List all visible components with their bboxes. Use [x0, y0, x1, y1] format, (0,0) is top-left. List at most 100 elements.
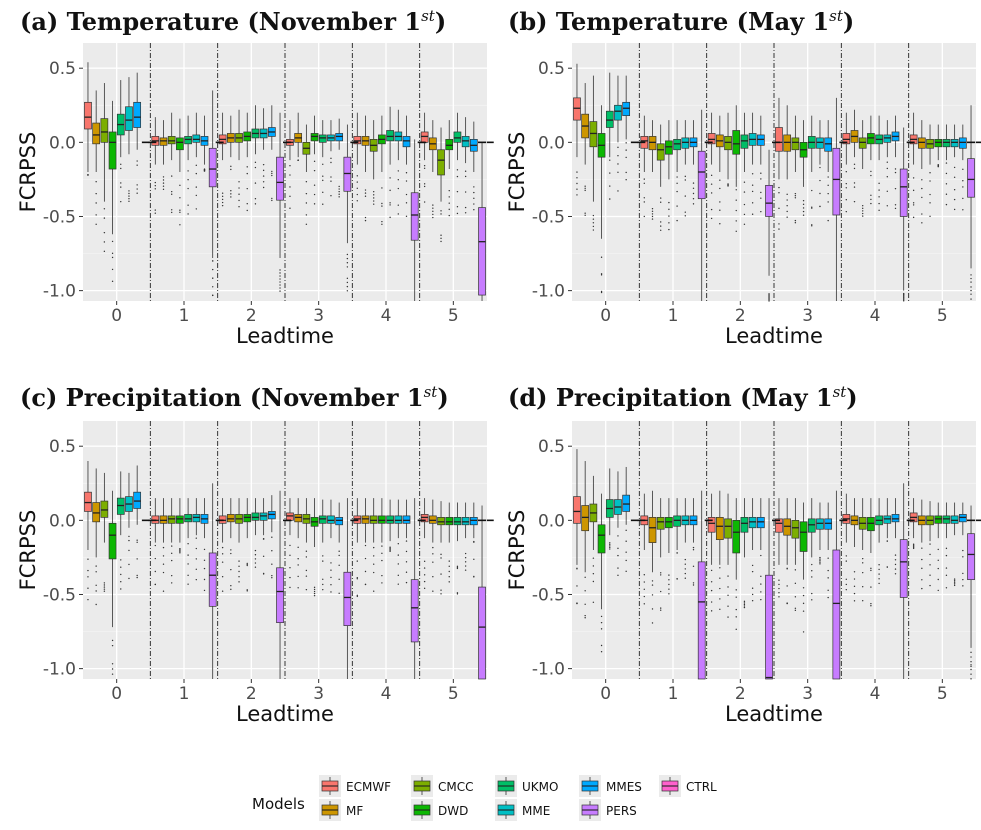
- outlier-point: [643, 581, 645, 583]
- box-body: [715, 517, 724, 540]
- box-body: [437, 149, 445, 176]
- outlier-point: [945, 587, 948, 589]
- outlier-point: [684, 558, 686, 561]
- box-pers: [343, 124, 352, 292]
- box-cmcc: [791, 498, 800, 612]
- outlier-point: [262, 175, 265, 177]
- outlier-point: [448, 208, 450, 211]
- outlier-point: [921, 179, 923, 181]
- outlier-point: [811, 189, 813, 192]
- x-axis-title: Leadtime: [725, 324, 823, 348]
- outlier-point: [87, 558, 89, 560]
- outlier-point: [819, 179, 821, 182]
- outlier-point: [238, 575, 240, 578]
- outlier-point: [903, 296, 905, 298]
- box-pers: [967, 105, 975, 300]
- box-body: [816, 518, 824, 530]
- outlier-point: [221, 575, 224, 578]
- y-tick-label: 0.0: [49, 511, 76, 531]
- outlier-point: [230, 193, 232, 195]
- outlier-point: [389, 189, 391, 192]
- outlier-point: [456, 212, 459, 215]
- outlier-point: [735, 220, 737, 222]
- outlier-point: [676, 205, 678, 207]
- x-tick-label: 2: [246, 684, 257, 704]
- outlier-point: [432, 213, 434, 216]
- box-dwd: [867, 115, 875, 205]
- outlier-point: [230, 568, 232, 571]
- outlier-point: [448, 189, 450, 192]
- outlier-point: [203, 578, 206, 581]
- box-ecmwf: [286, 498, 294, 589]
- outlier-point: [322, 588, 324, 591]
- outlier-point: [778, 186, 780, 189]
- outlier-point: [802, 610, 805, 612]
- outlier-point: [346, 253, 349, 256]
- outlier-point: [389, 550, 391, 553]
- box-ukmo: [740, 112, 749, 225]
- outlier-point: [356, 193, 358, 196]
- outlier-point: [945, 554, 948, 557]
- outlier-point: [473, 576, 475, 578]
- box-body: [917, 137, 926, 149]
- outlier-point: [262, 163, 265, 166]
- box-body: [622, 101, 631, 117]
- box-body: [614, 104, 622, 121]
- outlier-point: [448, 202, 450, 204]
- box-mf: [294, 498, 303, 589]
- outlier-point: [894, 171, 897, 174]
- box-ecmwf: [707, 112, 716, 220]
- box-pers: [765, 149, 773, 302]
- outlier-point: [313, 590, 316, 593]
- y-tick-label: -0.5: [43, 585, 76, 605]
- outlier-point: [811, 563, 813, 566]
- outlier-point: [786, 585, 788, 587]
- outlier-point: [592, 573, 595, 575]
- outlier-point: [322, 179, 324, 182]
- outlier-point: [95, 571, 97, 573]
- box-mme: [461, 502, 470, 571]
- outlier-point: [154, 583, 156, 586]
- outlier-point: [660, 229, 662, 231]
- outlier-point: [945, 567, 948, 569]
- box-body: [84, 491, 92, 512]
- outlier-point: [364, 195, 367, 197]
- outlier-point: [811, 576, 813, 578]
- outlier-point: [171, 582, 173, 584]
- outlier-point: [576, 585, 578, 587]
- panel-b: 0.5 0.0 -0.5 -1.0 0 1 2 3 4 5 Leadtime FCRPSS (b) Te…: [505, 7, 981, 348]
- outlier-point: [356, 560, 358, 562]
- box-body: [184, 514, 192, 523]
- outlier-point: [643, 603, 645, 605]
- outlier-point: [592, 225, 595, 228]
- legend-label: MME: [522, 804, 550, 818]
- outlier-point: [827, 557, 829, 559]
- outlier-point: [271, 563, 273, 565]
- outlier-point: [212, 260, 214, 262]
- outlier-point: [768, 294, 770, 296]
- box-mme: [327, 499, 335, 593]
- outlier-point: [162, 179, 165, 181]
- outlier-point: [212, 268, 214, 271]
- outlier-point: [221, 198, 224, 201]
- box-ecmwf: [420, 498, 429, 590]
- panels: 0.5 0.0 -0.5 -1.0 0 1 2 3 4 5 Leadtime FCRPSS (a) Te…: [16, 7, 981, 726]
- outlier-point: [743, 181, 746, 183]
- x-tick-label: 4: [870, 306, 881, 326]
- outlier-point: [651, 608, 654, 610]
- box-body: [783, 134, 792, 152]
- box-body: [116, 497, 125, 515]
- outlier-point: [827, 219, 829, 222]
- outlier-point: [162, 571, 165, 574]
- box-mmes: [469, 121, 478, 211]
- outlier-point: [381, 545, 383, 547]
- outlier-point: [921, 579, 923, 581]
- outlier-point: [373, 571, 375, 574]
- x-tick-label: 4: [870, 684, 881, 704]
- box-body: [461, 517, 470, 526]
- box-body: [100, 500, 109, 518]
- box-mmes: [133, 72, 142, 194]
- box-body: [605, 110, 614, 128]
- outlier-point: [154, 188, 156, 190]
- y-tick-label: -0.5: [532, 207, 565, 227]
